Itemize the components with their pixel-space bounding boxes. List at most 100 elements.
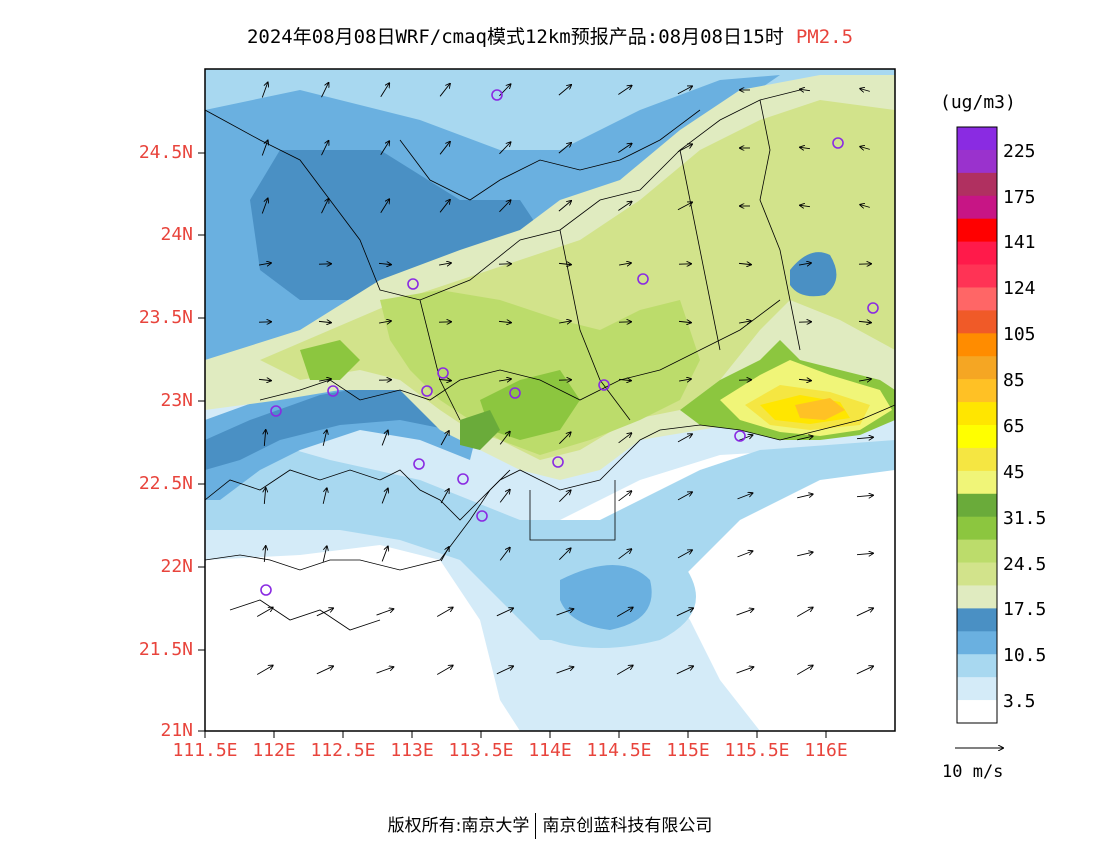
wind-arrow	[739, 321, 751, 323]
wind-arrow	[258, 379, 271, 380]
wind-arrow	[264, 546, 265, 563]
wind-arrow	[379, 321, 391, 323]
station-marker	[637, 273, 649, 285]
title-text: 2024年08月08日WRF/cmaq模式12km预报产品:08月08日15时	[246, 26, 784, 48]
wind-arrow	[736, 667, 754, 674]
colorbar-label: 141	[1003, 232, 1036, 253]
wind-arrow	[860, 205, 870, 208]
colorbar-label: 124	[1003, 278, 1036, 299]
wind-arrow	[679, 379, 691, 381]
wind-arrow	[440, 489, 449, 504]
colorbar-label: 17.5	[1003, 599, 1047, 620]
colorbar-swatch	[957, 310, 997, 334]
copyright-owner: 版权所有:南京大学	[387, 816, 530, 836]
wind-arrow	[559, 490, 570, 502]
colorbar-swatch	[957, 585, 997, 609]
wind-arrow	[322, 430, 327, 446]
wind-arrow	[499, 379, 511, 381]
colorbar-swatch	[957, 425, 997, 449]
wind-arrow	[856, 495, 873, 496]
wind-arrow	[322, 546, 327, 562]
wind-arrow	[321, 83, 328, 98]
wind-arrow	[798, 379, 811, 380]
wind-arrow	[856, 437, 873, 438]
colorbar-swatch	[957, 654, 997, 678]
colorbar-swatch	[957, 516, 997, 541]
wind-arrow	[440, 431, 449, 446]
wind-arrow	[261, 198, 267, 214]
colorbar-label: 175	[1003, 187, 1036, 208]
wind-arrow	[677, 86, 692, 95]
wind-arrow	[264, 430, 265, 447]
station-marker	[407, 278, 419, 290]
lat-label: 24N	[160, 224, 193, 245]
station-marker	[437, 367, 449, 379]
wind-arrow	[318, 321, 331, 322]
wind-arrow	[677, 492, 692, 501]
station-marker	[457, 473, 469, 485]
wind-arrow	[256, 608, 273, 617]
lon-label: 112.5E	[310, 740, 376, 761]
lon-label: 115E	[666, 740, 710, 761]
lon-label: 114.5E	[586, 740, 652, 761]
colorbar-swatch	[957, 493, 997, 518]
station-marker	[476, 510, 488, 522]
wind-arrow	[381, 431, 388, 446]
wind-arrow	[618, 144, 631, 153]
wind-arrow	[259, 263, 271, 265]
colorbar-label: 225	[1003, 141, 1036, 162]
wind-arrow	[380, 199, 389, 214]
wind-arrow	[856, 608, 873, 617]
wind-arrow	[439, 200, 450, 213]
wind-arrow	[796, 608, 813, 617]
axis-ticks	[198, 152, 827, 738]
colorbar-swatch	[957, 470, 997, 495]
wind-arrow	[616, 666, 633, 675]
colorbar-swatch	[957, 700, 997, 724]
wind-arrow	[381, 489, 388, 504]
wind-arrow	[800, 205, 811, 206]
station-marker	[509, 387, 521, 399]
wind-arrow	[499, 490, 510, 503]
lat-label: 23N	[160, 390, 193, 411]
colorbar-label: 10.5	[1003, 645, 1047, 666]
wind-arrow	[496, 666, 513, 675]
wind-arrow	[496, 608, 513, 617]
colorbar-label: 85	[1003, 370, 1025, 391]
lon-label: 114E	[528, 740, 572, 761]
wind-arrow	[556, 609, 574, 616]
colorbar-swatch	[957, 402, 997, 426]
wind-reference-label: 10 m/s	[942, 762, 1004, 782]
wind-arrow	[321, 141, 328, 156]
lat-label: 21N	[160, 720, 193, 741]
station-marker	[413, 458, 425, 470]
colorbar-frame	[956, 126, 998, 724]
wind-arrow	[558, 263, 571, 264]
lon-label: 111.5E	[172, 740, 238, 761]
wind-arrow	[618, 433, 632, 444]
wind-arrow	[499, 548, 510, 561]
colorbar-swatch	[957, 608, 997, 632]
wind-arrow	[322, 488, 327, 504]
wind-arrow	[559, 548, 570, 560]
copyright-partner: 南京创蓝科技有限公司	[542, 816, 713, 836]
wind-arrow	[558, 143, 571, 154]
wind-arrow	[676, 666, 693, 675]
copyright: 版权所有:南京大学 南京创蓝科技有限公司	[0, 811, 1100, 839]
colorbar-swatch	[957, 631, 997, 655]
wind-arrow	[316, 608, 333, 617]
wind-arrow	[858, 321, 871, 322]
wind-arrow	[677, 144, 692, 153]
wind-arrow	[559, 321, 571, 323]
station-marker	[491, 89, 503, 101]
wind-arrow	[378, 263, 391, 264]
wind-arrow	[797, 552, 813, 557]
wind-arrow	[619, 263, 631, 265]
wind-arrow	[380, 141, 389, 156]
wind-arrow	[676, 608, 693, 617]
colorbar-swatch	[957, 127, 997, 151]
station-marker	[832, 137, 844, 149]
colorbar-swatch	[957, 195, 997, 220]
wind-arrow	[261, 82, 267, 98]
wind-arrow	[677, 202, 692, 211]
